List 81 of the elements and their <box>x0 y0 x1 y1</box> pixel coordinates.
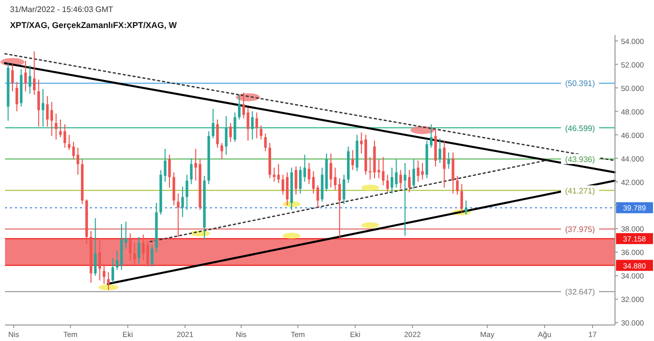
candlestick <box>299 166 302 194</box>
ref-line-label: (50.391) <box>565 79 596 88</box>
candlestick <box>246 107 250 142</box>
candlestick <box>142 234 145 261</box>
candlestick <box>54 113 58 140</box>
candlestick <box>46 96 49 128</box>
candlestick <box>382 156 385 186</box>
candlestick <box>464 200 468 216</box>
ref-line-label: (37.975) <box>565 225 596 234</box>
candlestick <box>72 141 75 160</box>
candlestick <box>334 167 337 190</box>
candlestick <box>430 124 432 148</box>
ref-line-label: (43.936) <box>565 155 596 164</box>
candlestick <box>94 218 97 276</box>
candlestick <box>138 236 140 264</box>
candlestick <box>404 162 406 236</box>
candlestick <box>251 110 254 140</box>
candlestick <box>98 238 102 281</box>
candlestick <box>264 133 267 152</box>
candlestick <box>277 164 280 184</box>
candlestick <box>460 184 464 213</box>
candlestick <box>412 158 416 190</box>
candlestick <box>111 258 114 284</box>
ref-line-label: (41.271) <box>565 186 596 196</box>
candlestick <box>442 140 446 188</box>
candlestick <box>351 150 354 171</box>
candlestick <box>24 60 27 92</box>
candlestick <box>176 193 180 238</box>
candlestick <box>316 184 320 208</box>
candlestick <box>386 174 389 193</box>
candlestick <box>150 244 154 267</box>
candlestick <box>234 112 236 142</box>
candlestick <box>452 152 454 194</box>
candlestick <box>338 178 341 238</box>
candlestick <box>447 152 450 170</box>
candlestick <box>282 174 284 196</box>
candlestick <box>294 166 298 196</box>
candlestick <box>360 132 363 154</box>
candlestick <box>330 153 332 188</box>
candlestick <box>390 167 394 194</box>
candlestick <box>220 142 224 160</box>
candlestick <box>168 154 171 188</box>
candlestick <box>42 88 44 128</box>
candlestick <box>50 101 54 136</box>
candlestick <box>394 158 398 188</box>
candlestick <box>212 108 214 139</box>
candlestick <box>37 79 40 128</box>
candlestick <box>128 232 132 261</box>
candlestick <box>102 263 106 284</box>
candlestick <box>255 112 258 139</box>
candlestick <box>438 138 442 164</box>
candlestick <box>456 175 459 196</box>
candlestick <box>11 64 14 92</box>
candlestick <box>181 186 184 218</box>
candlestick <box>260 124 262 140</box>
candlestick <box>286 172 289 206</box>
chart-title: 31/Mar/2022 - 15:46:03 GMT <box>10 5 114 14</box>
candlestick <box>164 148 166 182</box>
ref-line-label: (46.599) <box>565 124 596 133</box>
candlestick <box>224 116 228 156</box>
candlestick <box>32 50 36 96</box>
candlestick <box>342 174 346 205</box>
candlestick <box>408 170 411 193</box>
chart-subtitle: XPT/XAG, GerçekZamanlıFX:XPT/XAG, W <box>10 20 178 30</box>
candlestick <box>133 242 136 266</box>
candlestick <box>172 172 176 206</box>
candlestick <box>308 162 310 185</box>
candlestick <box>421 162 424 180</box>
candlestick <box>186 174 188 210</box>
candlestick <box>216 119 219 148</box>
candlestick <box>303 154 306 182</box>
ref-line-label: (32.647) <box>565 288 596 297</box>
candlestick <box>229 122 232 142</box>
candlestick <box>190 158 193 185</box>
candlestick <box>312 170 315 194</box>
candlestick <box>146 240 149 267</box>
candlestick <box>399 170 402 190</box>
candlestick <box>28 65 32 94</box>
candlestick <box>16 81 18 112</box>
candlestick <box>107 272 110 290</box>
candlestick <box>238 94 241 120</box>
